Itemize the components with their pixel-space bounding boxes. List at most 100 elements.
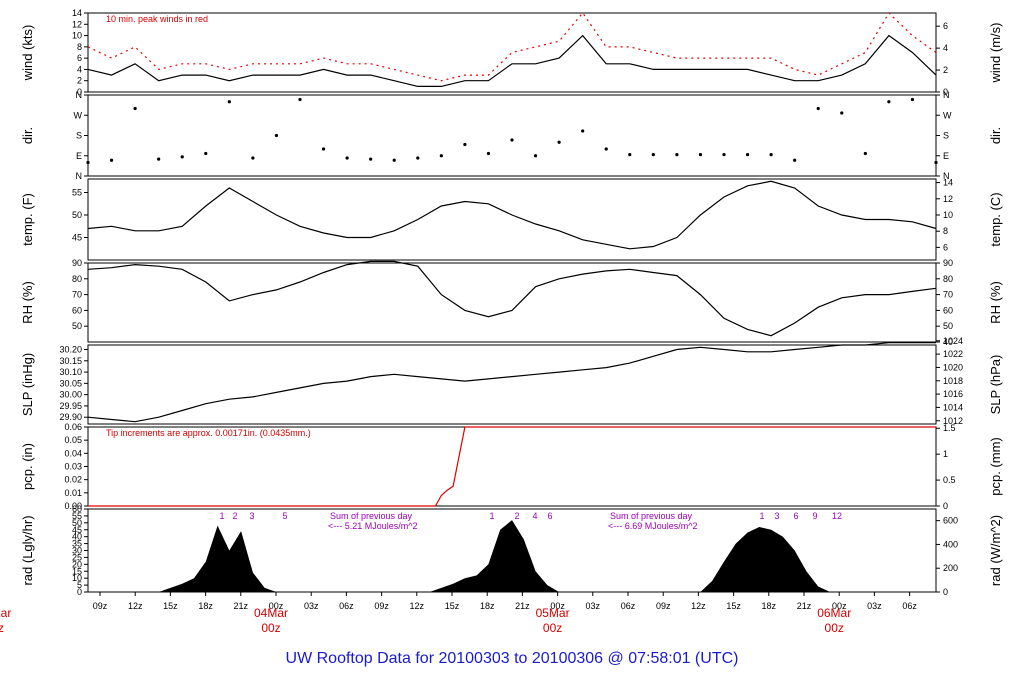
dir-point	[274, 133, 279, 138]
dir-point	[510, 138, 514, 142]
right-tick-label-pcp: 1	[943, 449, 948, 459]
dir-point	[557, 140, 561, 144]
x-tick-label: 09z	[374, 601, 389, 611]
left-tick-label-rad: 50	[72, 518, 82, 528]
x-tick-label: 03z	[867, 601, 882, 611]
series-line-rh	[87, 260, 937, 337]
dir-point	[369, 157, 373, 161]
right-tick-label-rad: 400	[943, 539, 958, 549]
uv-index-label: 4	[532, 511, 537, 521]
dir-point	[533, 154, 538, 158]
left-tick-label-dir: E	[76, 151, 82, 161]
uv-index-label: 6	[547, 511, 552, 521]
ylabel-left-wind: wind (kts)	[20, 25, 35, 82]
day-hour-label: 00z	[825, 621, 844, 635]
dir-point	[439, 154, 443, 158]
x-tick-label: 00z	[550, 601, 565, 611]
right-tick-label-wind: 0	[943, 87, 948, 97]
x-tick-label: 21z	[234, 601, 249, 611]
uv-index-label: 1	[759, 511, 764, 521]
left-tick-label-wind: 2	[77, 76, 82, 86]
right-tick-label-slp: 1014	[943, 402, 963, 412]
left-tick-label-rh: 70	[72, 290, 82, 300]
dir-point	[463, 142, 467, 147]
rad-sum-value: <--- 5.21 MJoules/m^2	[328, 521, 418, 531]
radiation-area	[88, 520, 936, 592]
dir-point	[651, 153, 655, 157]
right-tick-label-slp: 1024	[943, 336, 963, 346]
uv-index-label: 3	[774, 511, 779, 521]
left-tick-label-rad: 25	[72, 552, 82, 562]
left-tick-label-slp: 30.20	[59, 345, 82, 355]
dir-point	[109, 158, 114, 162]
left-tick-label-rad: 5	[77, 580, 82, 590]
uv-index-label: 5	[282, 511, 287, 521]
right-tick-label-dir: N	[943, 171, 950, 181]
right-tick-label-dir: S	[943, 131, 949, 141]
panel-frame-dir	[87, 94, 937, 177]
left-tick-label-rh: 50	[72, 321, 82, 331]
dir-point	[910, 97, 915, 102]
right-tick-label-slp: 1022	[943, 349, 963, 359]
ylabel-right-dir: dir.	[988, 127, 1003, 144]
left-tick-label-slp: 29.95	[59, 401, 82, 411]
left-tick-label-pcp: 0.00	[64, 501, 82, 511]
right-tick-label-pcp: 0	[943, 501, 948, 511]
dir-point	[698, 153, 703, 157]
x-tick-label: 06z	[902, 601, 917, 611]
dir-point	[204, 151, 208, 156]
dir-point	[133, 106, 137, 111]
left-tick-label-slp: 30.10	[59, 367, 82, 377]
uv-index-label: 3	[249, 511, 254, 521]
left-tick-label-wind: 10	[72, 31, 82, 41]
x-tick-label: 18z	[198, 601, 213, 611]
uv-index-label: 12	[832, 511, 842, 521]
rad-sum-label: Sum of previous day	[610, 511, 693, 521]
day-label: 06Mar	[817, 606, 851, 620]
right-tick-label-rh: 60	[943, 305, 953, 315]
x-tick-label: 09z	[93, 601, 108, 611]
left-tick-label-slp: 30.00	[59, 390, 82, 400]
panel-frame-wind	[87, 12, 937, 93]
x-tick-label: 00z	[832, 601, 847, 611]
uv-index-label: 9	[812, 511, 817, 521]
dir-point	[604, 147, 608, 151]
x-tick-label: 15z	[726, 601, 741, 611]
ylabel-right-wind: wind (m/s)	[988, 23, 1003, 84]
dir-point	[486, 151, 491, 156]
right-tick-label-wind: 4	[943, 43, 948, 53]
left-tick-label-pcp: 0.05	[64, 435, 82, 445]
day-hour-label: 00z	[261, 621, 280, 635]
ylabel-left-temp: temp. (F)	[20, 193, 35, 246]
ylabel-left-slp: SLP (inHg)	[20, 353, 35, 416]
panel-frame-rh	[87, 262, 937, 343]
left-tick-label-wind: 12	[72, 19, 82, 29]
left-tick-label-slp: 30.15	[59, 356, 82, 366]
series-line-wind-1	[87, 34, 937, 88]
uv-index-label: 2	[514, 511, 519, 521]
chart-title: UW Rooftop Data for 20100303 to 20100306…	[285, 650, 739, 667]
left-tick-label-rh: 60	[72, 305, 82, 315]
dir-point	[251, 156, 255, 160]
dir-point	[675, 153, 679, 157]
panel-frame-temp	[87, 178, 937, 261]
right-tick-label-temp: 8	[943, 226, 948, 236]
left-tick-label-rad: 20	[72, 559, 82, 569]
series-line-slp	[87, 342, 936, 423]
dir-point	[298, 97, 302, 102]
uv-index-label: 1	[489, 511, 494, 521]
x-tick-label: 00z	[269, 601, 284, 611]
x-tick-label: 12z	[128, 601, 143, 611]
dir-point	[816, 106, 820, 111]
dir-point	[745, 153, 750, 157]
left-tick-label-rad: 35	[72, 539, 82, 549]
left-tick-label-rh: 90	[72, 258, 82, 268]
ylabel-right-temp: temp. (C)	[988, 192, 1003, 246]
x-tick-label: 12z	[410, 601, 425, 611]
right-tick-label-rh: 90	[943, 258, 953, 268]
right-tick-label-temp: 10	[943, 210, 953, 220]
dir-point	[227, 100, 231, 104]
right-tick-label-rh: 70	[943, 290, 953, 300]
dir-point	[840, 111, 844, 115]
dir-point	[86, 160, 90, 165]
